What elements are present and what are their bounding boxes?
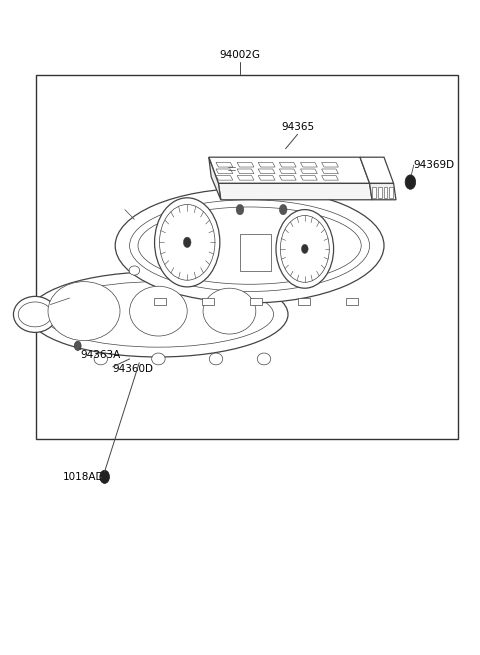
Polygon shape [258, 162, 275, 167]
Ellipse shape [129, 266, 140, 275]
Circle shape [74, 341, 81, 350]
Bar [36, 75, 458, 439]
Bar [240, 234, 271, 271]
Polygon shape [300, 162, 317, 167]
Circle shape [405, 175, 416, 189]
Circle shape [155, 198, 220, 287]
Text: 94363A: 94363A [81, 350, 121, 360]
Polygon shape [237, 162, 254, 167]
Ellipse shape [115, 189, 384, 303]
Polygon shape [258, 169, 275, 174]
Polygon shape [346, 298, 358, 305]
Polygon shape [237, 176, 254, 180]
Polygon shape [279, 169, 296, 174]
Ellipse shape [29, 272, 288, 357]
Polygon shape [370, 183, 396, 200]
Polygon shape [216, 162, 233, 167]
Circle shape [280, 215, 329, 282]
Circle shape [100, 470, 109, 483]
Polygon shape [216, 176, 233, 180]
Polygon shape [216, 169, 233, 174]
Polygon shape [322, 162, 338, 167]
Polygon shape [209, 157, 370, 183]
Polygon shape [372, 187, 376, 198]
Ellipse shape [18, 302, 52, 327]
Ellipse shape [257, 353, 271, 365]
Ellipse shape [192, 266, 202, 275]
Ellipse shape [152, 353, 165, 365]
Polygon shape [360, 157, 394, 183]
Polygon shape [218, 183, 372, 200]
Polygon shape [250, 298, 262, 305]
Polygon shape [202, 298, 214, 305]
Polygon shape [384, 187, 387, 198]
Ellipse shape [130, 200, 370, 291]
Polygon shape [237, 169, 254, 174]
Polygon shape [389, 187, 393, 198]
Polygon shape [300, 169, 317, 174]
Polygon shape [279, 162, 296, 167]
Polygon shape [258, 176, 275, 180]
Polygon shape [154, 298, 166, 305]
Polygon shape [322, 176, 338, 180]
Polygon shape [300, 176, 317, 180]
Circle shape [236, 204, 244, 215]
Ellipse shape [13, 296, 57, 332]
Ellipse shape [43, 282, 274, 347]
Text: 1018AD: 1018AD [62, 472, 104, 482]
Polygon shape [298, 298, 310, 305]
Ellipse shape [48, 282, 120, 341]
Text: 94369D: 94369D [414, 160, 455, 170]
Ellipse shape [130, 286, 187, 336]
Circle shape [183, 237, 191, 248]
Ellipse shape [94, 353, 108, 365]
Text: 94002G: 94002G [219, 50, 261, 60]
Circle shape [301, 244, 308, 253]
Text: 94360D: 94360D [113, 364, 154, 375]
Polygon shape [209, 157, 221, 200]
Ellipse shape [203, 288, 256, 334]
Polygon shape [378, 187, 382, 198]
Polygon shape [279, 176, 296, 180]
Ellipse shape [209, 353, 223, 365]
Polygon shape [322, 169, 338, 174]
Circle shape [279, 204, 287, 215]
Ellipse shape [138, 207, 361, 284]
Circle shape [159, 204, 215, 280]
Circle shape [276, 210, 334, 288]
Text: 94365: 94365 [281, 122, 314, 132]
